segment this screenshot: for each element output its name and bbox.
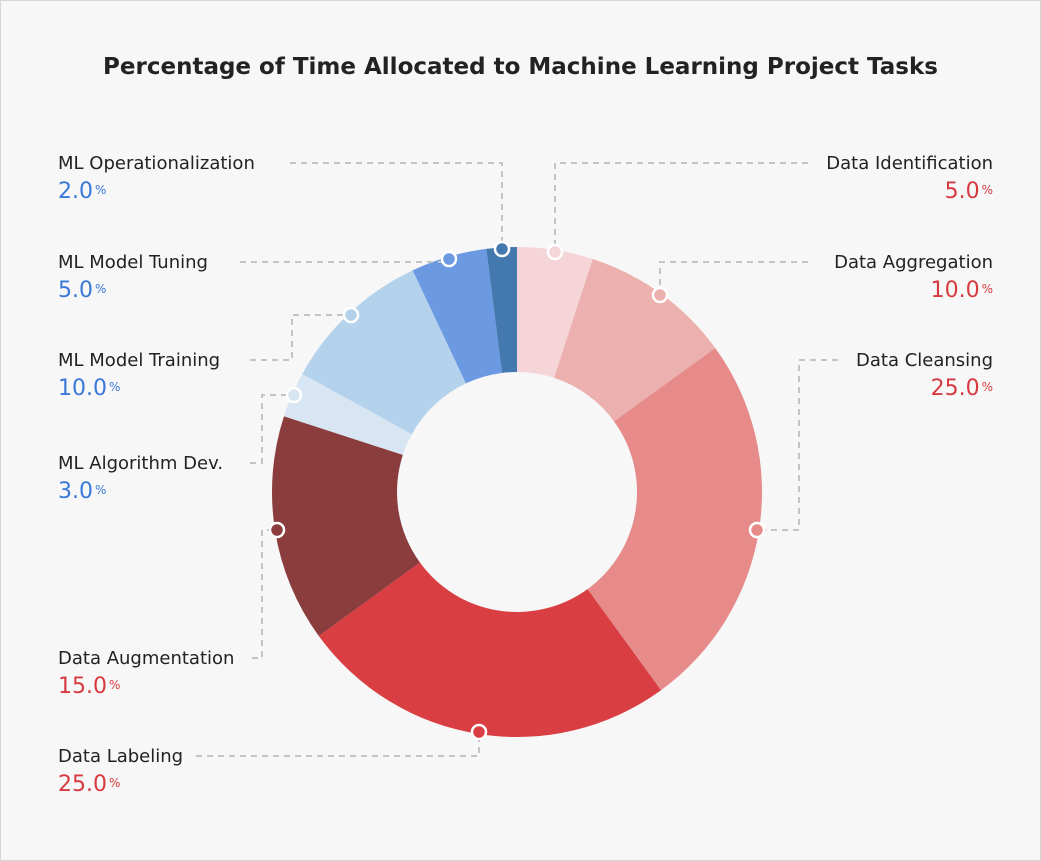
slice-data-augmentation [272, 416, 420, 637]
slice-value: 5.0% [58, 278, 106, 304]
leader-line [554, 162, 808, 252]
value-number: 3.0 [58, 479, 93, 504]
value-number: 25.0 [58, 772, 107, 797]
slice-label: Data Identification [826, 153, 993, 174]
leader-line [659, 261, 808, 295]
slice-value: 5.0% [945, 179, 993, 205]
slice-label: ML Operationalization [58, 153, 255, 174]
slice-label: Data Cleansing [856, 350, 993, 371]
slice-marker [493, 240, 511, 258]
leader-line [290, 162, 503, 249]
value-number: 25.0 [930, 376, 980, 401]
leader-line [252, 529, 277, 659]
percent-sign: % [981, 380, 993, 394]
leader-line [196, 732, 480, 757]
slice-marker [268, 521, 286, 539]
slice-ml-operationalization [486, 247, 517, 373]
percent-sign: % [108, 776, 121, 790]
percent-sign: % [95, 483, 107, 497]
slice-marker [440, 250, 458, 268]
percent-sign: % [95, 183, 107, 197]
slice-value: 15.0% [58, 674, 120, 700]
slice-label: Data Augmentation [58, 648, 235, 669]
slice-value: 10.0% [931, 278, 993, 304]
slice-ml-model-tuning [412, 248, 502, 384]
percent-sign: % [108, 380, 121, 394]
percent-sign: % [108, 678, 121, 692]
slice-label: Data Labeling [58, 746, 184, 767]
slice-marker [651, 286, 669, 304]
slice-marker [342, 306, 360, 324]
leader-line [250, 394, 294, 464]
chart-title: Percentage of Time Allocated to Machine … [103, 54, 938, 80]
slice-label: ML Model Tuning [58, 252, 208, 273]
slice-value: 10.0% [58, 376, 120, 402]
slice-value: 25.0% [931, 376, 993, 402]
value-number: 10.0 [930, 278, 980, 303]
slice-label: Data Aggregation [834, 252, 993, 273]
leader-line [757, 359, 838, 531]
slice-ml-algorithm-dev [283, 373, 412, 455]
slice-marker [546, 243, 564, 261]
percent-sign: % [95, 282, 107, 296]
value-number: 5.0 [58, 278, 93, 303]
slice-data-labeling [318, 562, 662, 737]
slice-value: 2.0% [58, 179, 106, 205]
value-number: 5.0 [944, 179, 980, 204]
slice-value: 25.0% [58, 772, 120, 798]
value-number: 10.0 [58, 376, 107, 401]
slice-marker [748, 521, 766, 539]
value-number: 15.0 [58, 674, 107, 699]
slice-label: ML Algorithm Dev. [58, 453, 224, 474]
slice-marker [285, 386, 303, 404]
slice-marker [470, 723, 488, 741]
slice-data-cleansing [587, 347, 762, 691]
slice-data-identification [517, 247, 593, 378]
percent-sign: % [981, 183, 993, 197]
slice-value: 3.0% [58, 479, 106, 505]
slice-data-aggregation [554, 258, 716, 422]
slice-label: ML Model Training [58, 350, 221, 371]
slice-ml-model-training [302, 270, 466, 435]
value-number: 2.0 [58, 179, 93, 204]
percent-sign: % [981, 282, 993, 296]
